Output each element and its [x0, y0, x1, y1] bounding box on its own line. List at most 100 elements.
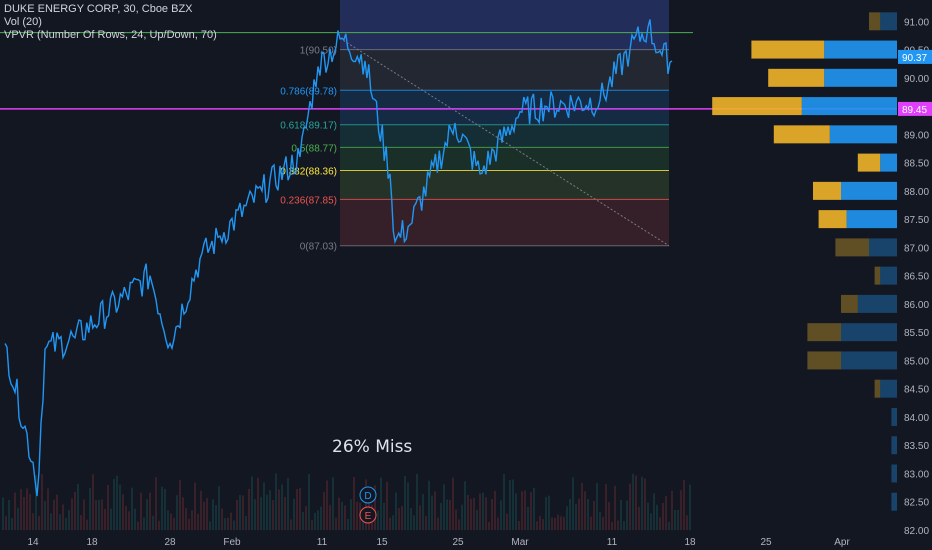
volume-bar — [512, 479, 514, 530]
vpvr-down-bar — [880, 266, 897, 285]
volume-bar — [260, 497, 262, 530]
volume-bar — [68, 510, 70, 530]
vpvr-up-bar — [807, 323, 841, 342]
vpvr-down-bar — [880, 379, 897, 398]
volume-bar — [356, 501, 358, 530]
volume-bar — [122, 494, 124, 530]
volume-bar — [575, 504, 577, 530]
volume-bar — [299, 488, 301, 530]
volume-bar — [650, 513, 652, 530]
volume-bar — [173, 517, 175, 530]
volume-bar — [383, 502, 385, 530]
volume-bar — [431, 495, 433, 530]
volume-bar — [320, 506, 322, 530]
volume-bar — [302, 511, 304, 530]
price-line — [4, 19, 673, 497]
volume-bar — [584, 491, 586, 530]
volume-bar — [176, 495, 178, 530]
volume-bar — [29, 493, 31, 530]
volume-bar — [644, 478, 646, 530]
volume-bar — [62, 504, 64, 530]
volume-bar — [596, 482, 598, 530]
volume-bar — [434, 491, 436, 530]
vpvr-up-bar — [869, 12, 881, 31]
volume-bar — [467, 494, 469, 530]
volume-bar — [341, 501, 343, 530]
volume-bar — [542, 519, 544, 530]
symbol-title[interactable]: DUKE ENERGY CORP, 30, Cboe BZX — [4, 3, 193, 15]
volume-bar — [485, 497, 487, 530]
y-tick-label: 84.00 — [904, 413, 929, 424]
volume-bar — [362, 515, 364, 530]
volume-bar — [167, 510, 169, 530]
volume-bar — [458, 519, 460, 530]
vpvr-down-bar — [891, 436, 897, 455]
volume-bar — [266, 494, 268, 530]
volume-bar — [224, 518, 226, 530]
volume-bar — [287, 477, 289, 530]
x-tick-label: 25 — [760, 537, 772, 548]
volume-bar — [608, 502, 610, 530]
volume-bar — [599, 511, 601, 530]
x-tick-label: 18 — [684, 537, 696, 548]
vpvr-down-bar — [869, 238, 897, 257]
vpvr-down-bar — [891, 492, 897, 511]
volume-bar — [677, 509, 679, 530]
volume-bar — [158, 520, 160, 530]
volume-bar — [545, 497, 547, 530]
volume-bar — [479, 493, 481, 530]
volume-bar — [101, 499, 103, 530]
last-price-label: 90.37 — [902, 53, 927, 64]
volume-bar — [407, 482, 409, 530]
vpvr-down-bar — [880, 12, 897, 31]
volume-bar — [8, 499, 10, 530]
fib-level-label: 0.618(89.17) — [280, 121, 337, 132]
volume-bar — [191, 510, 193, 530]
volume-bar — [491, 499, 493, 530]
volume-bar — [20, 489, 22, 530]
volume-bar — [653, 493, 655, 530]
volume-bar — [353, 476, 355, 530]
volume-bar — [350, 499, 352, 530]
volume-bar — [5, 516, 7, 530]
vpvr-indicator-label[interactable]: VPVR (Number Of Rows, 24, Up/Down, 70) — [4, 29, 217, 41]
volume-bar — [290, 519, 292, 530]
volume-bar — [560, 516, 562, 530]
volume-bar — [56, 494, 58, 530]
vpvr-up-bar — [807, 351, 841, 370]
volume-bar — [548, 495, 550, 530]
volume-indicator-label[interactable]: Vol (20) — [4, 16, 42, 28]
volume-bar — [140, 492, 142, 530]
volume-bar — [242, 495, 244, 530]
volume-bar — [557, 514, 559, 530]
volume-bar — [605, 484, 607, 530]
fib-zone — [340, 90, 669, 125]
volume-bar — [611, 521, 613, 530]
vpvr-up-bar — [751, 40, 825, 59]
volume-bar — [128, 511, 130, 530]
volume-bar — [335, 517, 337, 530]
vpvr-down-bar — [841, 181, 897, 200]
volume-bar — [482, 492, 484, 530]
y-tick-label: 87.00 — [904, 243, 929, 254]
volume-bar — [392, 515, 394, 530]
x-tick-label: 11 — [607, 537, 618, 548]
volume-bar — [527, 507, 529, 530]
vpvr-up-bar — [857, 153, 881, 172]
volume-bar — [509, 479, 511, 530]
volume-bar — [578, 498, 580, 530]
volume-bar — [332, 477, 334, 530]
volume-bar — [278, 489, 280, 530]
volume-bar — [323, 492, 325, 530]
volume-bar — [74, 491, 76, 530]
volume-bar — [641, 476, 643, 530]
y-tick-label: 86.50 — [904, 272, 929, 283]
volume-bar — [425, 515, 427, 530]
volume-bar — [416, 473, 418, 530]
volume-bar — [275, 473, 277, 530]
volume-bar — [2, 497, 4, 530]
x-tick-label: Feb — [223, 537, 241, 548]
fib-zone — [340, 199, 669, 246]
